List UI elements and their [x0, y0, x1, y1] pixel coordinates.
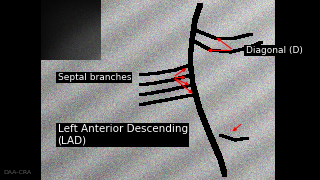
Text: Left Anterior Descending
(LAD): Left Anterior Descending (LAD)	[58, 124, 188, 146]
Text: Septal branches: Septal branches	[58, 73, 131, 82]
Text: DAA-CRA: DAA-CRA	[3, 170, 31, 175]
Text: Diagonal (D): Diagonal (D)	[245, 46, 302, 55]
